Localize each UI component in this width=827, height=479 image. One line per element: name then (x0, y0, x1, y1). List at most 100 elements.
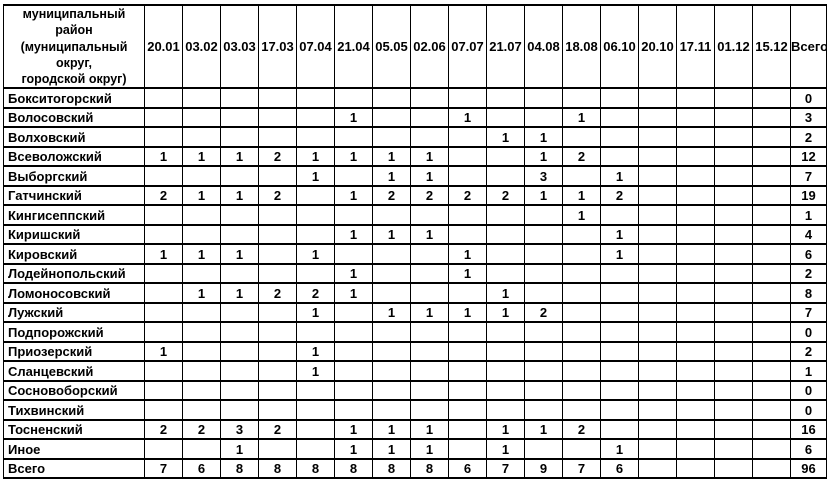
row-total: 6 (790, 243, 827, 265)
cell-value: 1 (524, 184, 563, 207)
row-name: Гатчинский (3, 184, 145, 207)
cell-value (486, 145, 525, 168)
cell-value: 1 (144, 243, 183, 265)
row-total: 1 (790, 360, 827, 382)
cell-value: 9 (524, 457, 563, 479)
row-name: Лодейнопольский (3, 262, 145, 285)
cell-value (448, 340, 487, 363)
cell-value (296, 87, 335, 109)
cell-value (714, 340, 753, 363)
cell-value (562, 243, 601, 265)
cell-value: 1 (334, 106, 373, 129)
row-total: 8 (790, 282, 827, 304)
cell-value (334, 243, 373, 265)
cell-value (676, 340, 715, 363)
cell-value (638, 418, 677, 441)
cell-value (714, 379, 753, 402)
cell-value: 8 (296, 457, 335, 479)
column-header-total: Всего (790, 3, 827, 90)
cell-value (562, 399, 601, 421)
cell-value (486, 340, 525, 363)
row-total: 2 (790, 126, 827, 148)
cell-value (448, 87, 487, 109)
cell-value (410, 399, 449, 421)
row-name: Сланцевский (3, 360, 145, 382)
cell-value: 6 (182, 457, 221, 479)
cell-value (638, 106, 677, 129)
cell-value: 1 (600, 243, 639, 265)
row-total: 7 (790, 165, 827, 187)
table-row: Лужский 1 1 1 1 1 2 7 (3, 301, 827, 324)
cell-value (638, 340, 677, 363)
row-total: 2 (790, 340, 827, 363)
column-header-date: 03.02 (182, 3, 221, 90)
cell-value (752, 321, 791, 343)
cell-value: 2 (258, 184, 297, 207)
cell-value: 1 (372, 145, 411, 168)
column-header-date: 06.10 (600, 3, 639, 90)
incidents-by-district-table: муниципальный район (муниципальный округ… (3, 3, 827, 479)
cell-value (562, 321, 601, 343)
cell-value (372, 379, 411, 402)
cell-value (714, 301, 753, 324)
table-header: муниципальный район (муниципальный округ… (3, 3, 827, 90)
cell-value (638, 87, 677, 109)
cell-value: 8 (258, 457, 297, 479)
row-name: Выборгский (3, 165, 145, 187)
cell-value: 1 (524, 145, 563, 168)
cell-value: 1 (600, 223, 639, 246)
cell-value: 2 (600, 184, 639, 207)
cell-value (448, 360, 487, 382)
cell-value (676, 282, 715, 304)
cell-value (638, 321, 677, 343)
cell-value (220, 399, 259, 421)
cell-value (486, 399, 525, 421)
cell-value (334, 301, 373, 324)
cell-value (144, 126, 183, 148)
cell-value: 2 (410, 184, 449, 207)
cell-value: 2 (144, 418, 183, 441)
cell-value (676, 301, 715, 324)
cell-value (524, 204, 563, 226)
table-row: Волосовский 1 1 1 3 (3, 106, 827, 129)
cell-value (372, 126, 411, 148)
cell-value (676, 165, 715, 187)
cell-value (600, 87, 639, 109)
row-total: 3 (790, 106, 827, 129)
cell-value (220, 360, 259, 382)
cell-value (220, 204, 259, 226)
cell-value (486, 360, 525, 382)
cell-value: 2 (144, 184, 183, 207)
column-header-date: 21.07 (486, 3, 525, 90)
cell-value (676, 106, 715, 129)
cell-value (486, 379, 525, 402)
cell-value (220, 165, 259, 187)
cell-value: 1 (410, 165, 449, 187)
cell-value (296, 418, 335, 441)
cell-value: 1 (372, 165, 411, 187)
cell-value: 2 (372, 184, 411, 207)
cell-value (752, 457, 791, 479)
cell-value (258, 379, 297, 402)
cell-value (296, 262, 335, 285)
table-row: Ломоносовский 1 1 2 2 1 1 8 (3, 282, 827, 304)
cell-value (486, 204, 525, 226)
cell-value: 1 (334, 223, 373, 246)
cell-value (410, 243, 449, 265)
cell-value (752, 262, 791, 285)
column-header-date: 05.05 (372, 3, 411, 90)
cell-value (714, 165, 753, 187)
cell-value: 1 (524, 126, 563, 148)
cell-value (258, 87, 297, 109)
cell-value (524, 87, 563, 109)
cell-value (714, 184, 753, 207)
cell-value: 1 (296, 360, 335, 382)
cell-value: 1 (296, 340, 335, 363)
cell-value (676, 360, 715, 382)
column-header-date: 01.12 (714, 3, 753, 90)
cell-value (182, 223, 221, 246)
cell-value (600, 321, 639, 343)
cell-value: 3 (220, 418, 259, 441)
cell-value (296, 126, 335, 148)
cell-value (182, 126, 221, 148)
